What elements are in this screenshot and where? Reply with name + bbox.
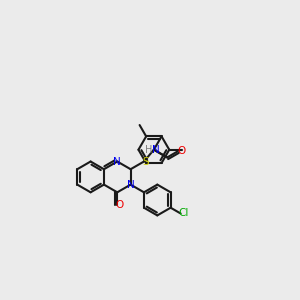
Text: N: N [152, 145, 159, 155]
Text: O: O [178, 146, 186, 156]
Text: H: H [145, 145, 152, 155]
Text: N: N [127, 180, 134, 190]
Text: Cl: Cl [178, 208, 189, 218]
Text: S: S [142, 157, 149, 166]
Text: O: O [116, 200, 124, 210]
Text: N: N [113, 157, 121, 166]
